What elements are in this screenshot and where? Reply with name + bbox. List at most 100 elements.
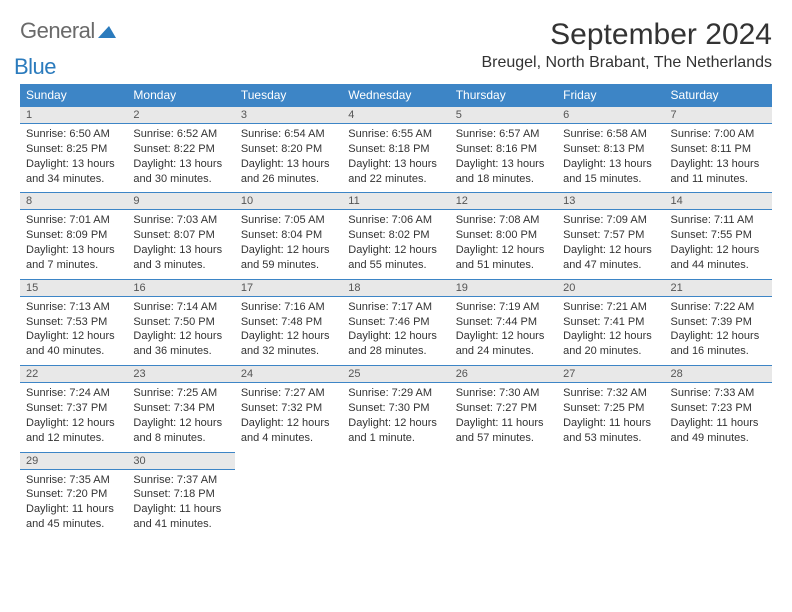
day-content-cell: Sunrise: 7:01 AMSunset: 8:09 PMDaylight:…: [20, 210, 127, 279]
day-info-line: Daylight: 12 hours: [671, 243, 766, 258]
day-info-line: Sunset: 7:27 PM: [456, 401, 551, 416]
day-info-line: Sunrise: 7:01 AM: [26, 213, 121, 228]
day-content-cell: Sunrise: 7:09 AMSunset: 7:57 PMDaylight:…: [557, 210, 664, 279]
day-number-cell: 8: [20, 193, 127, 210]
day-info-line: Daylight: 11 hours: [133, 502, 228, 517]
day-info-line: Sunrise: 7:33 AM: [671, 386, 766, 401]
day-number-cell: 11: [342, 193, 449, 210]
day-info-line: Sunrise: 6:57 AM: [456, 127, 551, 142]
day-content-cell: Sunrise: 7:22 AMSunset: 7:39 PMDaylight:…: [665, 296, 772, 365]
day-info-line: Sunrise: 7:03 AM: [133, 213, 228, 228]
day-info-line: and 16 minutes.: [671, 344, 766, 359]
day-content-cell: [450, 469, 557, 538]
day-content-cell: Sunrise: 7:17 AMSunset: 7:46 PMDaylight:…: [342, 296, 449, 365]
day-info-line: Sunrise: 6:55 AM: [348, 127, 443, 142]
day-content-cell: [342, 469, 449, 538]
day-number-cell: 24: [235, 366, 342, 383]
day-info-line: Sunset: 8:22 PM: [133, 142, 228, 157]
day-info-line: Sunrise: 7:19 AM: [456, 300, 551, 315]
day-content-cell: Sunrise: 7:29 AMSunset: 7:30 PMDaylight:…: [342, 383, 449, 452]
day-info-line: Daylight: 12 hours: [456, 329, 551, 344]
location-text: Breugel, North Brabant, The Netherlands: [481, 54, 772, 72]
day-number-cell: 30: [127, 452, 234, 469]
day-content-cell: Sunrise: 7:19 AMSunset: 7:44 PMDaylight:…: [450, 296, 557, 365]
day-info-line: Sunrise: 7:37 AM: [133, 473, 228, 488]
day-info-line: Sunrise: 7:30 AM: [456, 386, 551, 401]
day-info-line: and 40 minutes.: [26, 344, 121, 359]
day-content-cell: Sunrise: 6:54 AMSunset: 8:20 PMDaylight:…: [235, 124, 342, 193]
day-info-line: Sunrise: 6:50 AM: [26, 127, 121, 142]
day-content-cell: Sunrise: 6:52 AMSunset: 8:22 PMDaylight:…: [127, 124, 234, 193]
day-number-cell: 29: [20, 452, 127, 469]
day-content-cell: Sunrise: 7:27 AMSunset: 7:32 PMDaylight:…: [235, 383, 342, 452]
logo: General Blue: [20, 18, 116, 70]
day-number-cell: 5: [450, 107, 557, 124]
day-number-cell: 15: [20, 279, 127, 296]
day-info-line: Sunrise: 7:13 AM: [26, 300, 121, 315]
day-info-line: Daylight: 11 hours: [26, 502, 121, 517]
day-info-line: Sunset: 8:25 PM: [26, 142, 121, 157]
page-title: September 2024: [481, 18, 772, 52]
day-info-line: Daylight: 12 hours: [241, 243, 336, 258]
day-content-cell: Sunrise: 6:55 AMSunset: 8:18 PMDaylight:…: [342, 124, 449, 193]
day-info-line: and 44 minutes.: [671, 258, 766, 273]
day-info-line: Sunset: 7:23 PM: [671, 401, 766, 416]
day-info-line: and 28 minutes.: [348, 344, 443, 359]
day-content-cell: Sunrise: 6:50 AMSunset: 8:25 PMDaylight:…: [20, 124, 127, 193]
day-info-line: Sunset: 7:53 PM: [26, 315, 121, 330]
day-info-line: Daylight: 13 hours: [563, 157, 658, 172]
day-info-line: Sunset: 7:20 PM: [26, 487, 121, 502]
day-number-cell: 1: [20, 107, 127, 124]
day-content-cell: Sunrise: 7:24 AMSunset: 7:37 PMDaylight:…: [20, 383, 127, 452]
day-number-row: 1234567: [20, 107, 772, 124]
day-info-line: and 18 minutes.: [456, 172, 551, 187]
day-info-line: Sunset: 7:25 PM: [563, 401, 658, 416]
day-info-line: Sunrise: 7:17 AM: [348, 300, 443, 315]
day-content-cell: [235, 469, 342, 538]
day-info-line: Daylight: 13 hours: [133, 243, 228, 258]
day-info-line: Sunrise: 6:58 AM: [563, 127, 658, 142]
day-number-row: 2930: [20, 452, 772, 469]
logo-triangle-icon: [98, 18, 116, 44]
day-info-line: Daylight: 13 hours: [348, 157, 443, 172]
day-content-cell: Sunrise: 7:08 AMSunset: 8:00 PMDaylight:…: [450, 210, 557, 279]
day-info-line: Sunrise: 7:29 AM: [348, 386, 443, 401]
day-number-cell: 22: [20, 366, 127, 383]
day-content-row: Sunrise: 7:24 AMSunset: 7:37 PMDaylight:…: [20, 383, 772, 452]
weekday-header: Friday: [557, 84, 664, 107]
logo-text-general: General: [20, 18, 95, 43]
day-info-line: and 4 minutes.: [241, 431, 336, 446]
day-info-line: Sunset: 7:46 PM: [348, 315, 443, 330]
day-info-line: and 26 minutes.: [241, 172, 336, 187]
day-info-line: Daylight: 13 hours: [26, 243, 121, 258]
day-number-cell: [557, 452, 664, 469]
day-info-line: Sunrise: 7:14 AM: [133, 300, 228, 315]
day-content-cell: Sunrise: 7:32 AMSunset: 7:25 PMDaylight:…: [557, 383, 664, 452]
day-content-row: Sunrise: 7:13 AMSunset: 7:53 PMDaylight:…: [20, 296, 772, 365]
day-info-line: and 59 minutes.: [241, 258, 336, 273]
day-number-cell: 2: [127, 107, 234, 124]
day-info-line: Sunset: 8:13 PM: [563, 142, 658, 157]
day-number-row: 15161718192021: [20, 279, 772, 296]
day-info-line: and 51 minutes.: [456, 258, 551, 273]
day-info-line: Sunset: 7:30 PM: [348, 401, 443, 416]
header: General Blue September 2024 Breugel, Nor…: [20, 18, 772, 72]
calendar-table: Sunday Monday Tuesday Wednesday Thursday…: [20, 84, 772, 538]
day-info-line: Daylight: 12 hours: [133, 329, 228, 344]
day-number-cell: 12: [450, 193, 557, 210]
day-number-cell: [342, 452, 449, 469]
day-info-line: and 47 minutes.: [563, 258, 658, 273]
day-content-cell: Sunrise: 7:33 AMSunset: 7:23 PMDaylight:…: [665, 383, 772, 452]
day-info-line: and 15 minutes.: [563, 172, 658, 187]
day-number-cell: 21: [665, 279, 772, 296]
day-number-cell: 13: [557, 193, 664, 210]
day-content-cell: Sunrise: 7:21 AMSunset: 7:41 PMDaylight:…: [557, 296, 664, 365]
day-info-line: Daylight: 11 hours: [671, 416, 766, 431]
day-content-cell: Sunrise: 6:57 AMSunset: 8:16 PMDaylight:…: [450, 124, 557, 193]
day-info-line: Daylight: 12 hours: [26, 329, 121, 344]
day-info-line: Daylight: 11 hours: [563, 416, 658, 431]
weekday-header-row: Sunday Monday Tuesday Wednesday Thursday…: [20, 84, 772, 107]
day-info-line: Sunrise: 7:05 AM: [241, 213, 336, 228]
day-info-line: and 36 minutes.: [133, 344, 228, 359]
day-info-line: Daylight: 12 hours: [563, 243, 658, 258]
